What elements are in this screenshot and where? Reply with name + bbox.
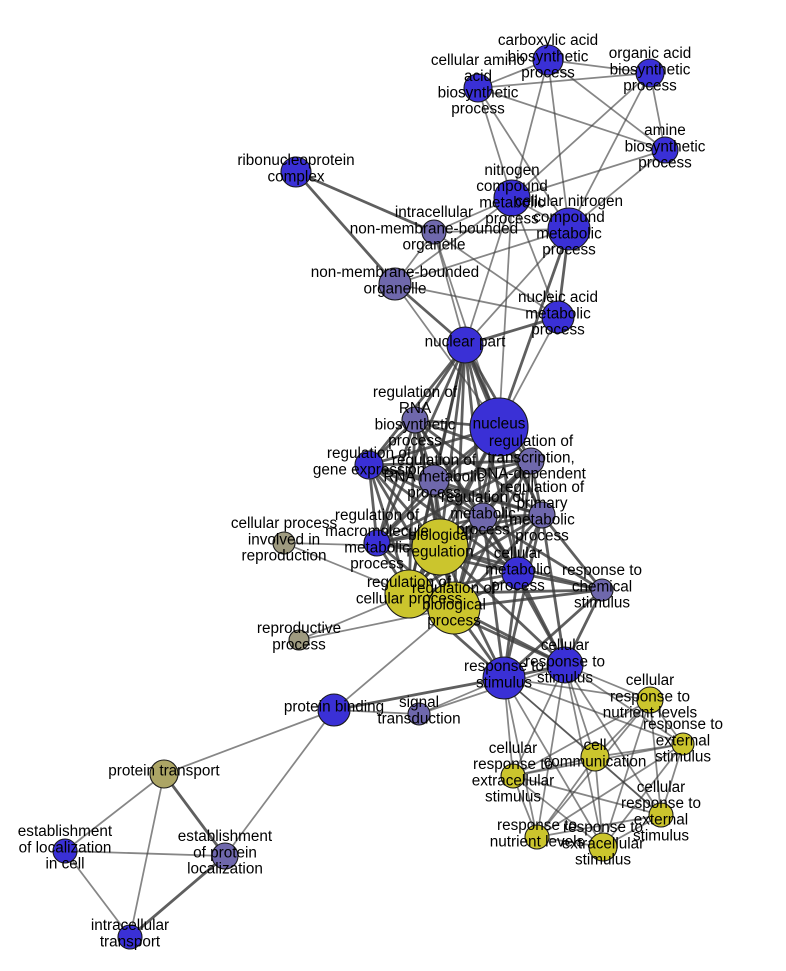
svg-text:carboxylic acid: carboxylic acid [498,32,598,49]
svg-text:process: process [427,612,481,629]
svg-text:biosynthetic: biosynthetic [375,416,456,433]
svg-text:stimulus: stimulus [537,669,593,686]
svg-text:compound: compound [533,209,604,226]
svg-text:metabolic: metabolic [509,511,575,528]
svg-text:stimulus: stimulus [575,851,631,868]
svg-text:transduction: transduction [377,710,460,727]
svg-text:regulation of: regulation of [392,452,477,469]
svg-text:ribonucleoprotein: ribonucleoprotein [237,152,354,169]
svg-text:process: process [491,577,545,594]
svg-text:chemical: chemical [572,578,632,595]
svg-text:nitrogen: nitrogen [484,162,539,179]
svg-text:process: process [531,321,585,338]
svg-text:response to: response to [610,688,690,705]
svg-text:acid: acid [464,68,492,85]
svg-text:in cell: in cell [45,855,84,872]
svg-text:regulation of: regulation of [489,433,574,450]
svg-text:complex: complex [268,168,325,185]
svg-text:metabolic: metabolic [525,305,591,322]
svg-text:process: process [542,242,596,259]
svg-text:of localization: of localization [19,839,112,856]
svg-text:signal: signal [399,694,439,711]
svg-text:process: process [638,154,692,171]
svg-text:cellular: cellular [494,545,542,562]
svg-text:metabolic: metabolic [450,505,516,522]
svg-text:stimulus: stimulus [485,789,541,806]
svg-text:metabolic: metabolic [536,225,602,242]
svg-text:cellular: cellular [637,779,685,796]
svg-text:regulation: regulation [406,543,473,560]
svg-text:cellular nitrogen: cellular nitrogen [515,193,623,210]
svg-text:external: external [656,732,710,749]
svg-text:nuclear part: nuclear part [425,333,507,350]
svg-text:establishment: establishment [18,823,113,840]
svg-text:cellular process: cellular process [231,515,338,532]
svg-text:reproduction: reproduction [241,547,326,564]
svg-text:biosynthetic: biosynthetic [625,138,706,155]
svg-text:biological: biological [422,596,486,613]
svg-text:protein transport: protein transport [108,762,220,779]
svg-text:non-membrane-bounded: non-membrane-bounded [350,220,518,237]
svg-text:stimulus: stimulus [574,594,630,611]
svg-text:cellular: cellular [626,672,674,689]
svg-text:localization: localization [187,860,263,877]
svg-text:response to: response to [525,653,605,670]
svg-text:response to: response to [563,819,643,836]
svg-text:protein binding: protein binding [284,698,384,715]
svg-text:non-membrane-bounded: non-membrane-bounded [311,264,479,281]
svg-text:organic acid: organic acid [609,45,691,62]
svg-text:involved in: involved in [248,531,320,548]
svg-text:response to: response to [643,716,723,733]
svg-text:RNA: RNA [399,400,432,417]
svg-text:process: process [515,528,569,545]
svg-text:organelle: organelle [364,280,427,297]
svg-text:intracellular: intracellular [395,204,473,221]
svg-text:response to: response to [621,795,701,812]
svg-text:extracellular: extracellular [562,835,644,852]
svg-text:stimulus: stimulus [655,748,711,765]
svg-text:amine: amine [644,122,686,139]
svg-text:biosynthetic: biosynthetic [438,84,519,101]
svg-text:metabolic: metabolic [485,561,551,578]
svg-text:nucleic acid: nucleic acid [518,289,598,306]
svg-text:cellular amino: cellular amino [431,52,525,69]
svg-text:extracellular: extracellular [472,772,554,789]
svg-text:stimulus: stimulus [476,674,532,691]
svg-text:process: process [451,101,505,118]
svg-text:regulation of: regulation of [335,507,420,524]
svg-text:intracellular: intracellular [91,917,169,934]
svg-text:organelle: organelle [403,236,466,253]
svg-text:response to: response to [562,562,642,579]
svg-text:reproductive: reproductive [257,620,341,637]
svg-text:biological: biological [408,527,472,544]
svg-text:regulation of: regulation of [412,580,497,597]
svg-text:metabolic: metabolic [344,539,410,556]
svg-text:response to: response to [473,756,553,773]
svg-text:cellular: cellular [489,740,537,757]
svg-text:cellular: cellular [541,637,589,654]
svg-text:nucleus: nucleus [473,415,526,432]
svg-text:communication: communication [544,753,647,770]
svg-text:process: process [623,77,677,94]
svg-text:establishment: establishment [178,828,273,845]
svg-text:transcription,: transcription, [487,449,575,466]
svg-text:process: process [350,556,404,573]
svg-text:RNA metabolic: RNA metabolic [383,468,485,485]
svg-text:regulation of: regulation of [373,384,458,401]
svg-text:regulation of: regulation of [441,489,526,506]
svg-text:cell: cell [584,737,607,754]
svg-text:process: process [521,64,575,81]
svg-text:of protein: of protein [193,844,257,861]
svg-text:transport: transport [100,933,161,950]
svg-text:process: process [272,636,326,653]
svg-text:biosynthetic: biosynthetic [610,61,691,78]
